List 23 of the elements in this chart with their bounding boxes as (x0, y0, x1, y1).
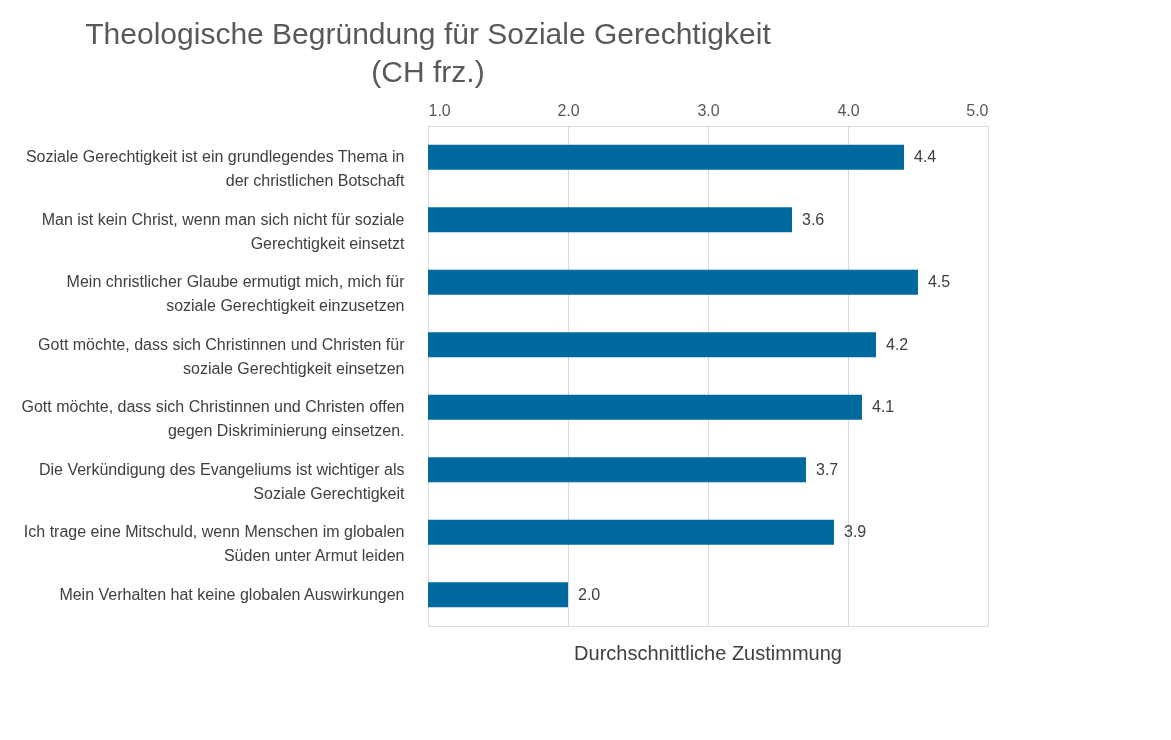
data-label: 2.0 (578, 585, 601, 603)
y-tick-label: Die Verkündigung des Evangeliums ist wichtiger als Soziale Gerechtigkeit (38, 460, 406, 502)
x-tick-label: 5.0 (966, 101, 989, 119)
data-label: 3.6 (802, 210, 825, 228)
data-label: 3.9 (844, 523, 867, 541)
x-tick-label: 4.0 (837, 101, 860, 119)
chart-title: Theologische Begründung für Soziale Gerechtigkeit (CH frz.) (85, 17, 772, 88)
x-axis-title: Durchschnittliche Zustimmung (574, 642, 842, 664)
y-tick-label: Man ist kein Christ, wenn man sich nicht für soziale Gerechtigkeit einsetzt (41, 210, 406, 252)
x-tick-label: 2.0 (557, 101, 580, 119)
y-tick-label: Ich trage eine Mitschuld, wenn Menschen im globalen Süden unter Armut leiden (23, 523, 405, 565)
x-tick-label: 1.0 (428, 101, 451, 119)
data-label: 4.4 (914, 148, 937, 166)
y-tick-label: Soziale Gerechtigkeit ist ein grundlegendes Thema in der christlichen Botschaft (25, 148, 406, 190)
x-tick-label: 3.0 (697, 101, 720, 119)
y-tick-label: Mein christlicher Glaube ermutigt mich, mich für soziale Gerechtigkeit einzusetzen (66, 273, 406, 315)
data-label: 4.1 (872, 398, 895, 416)
data-label: 3.7 (816, 460, 839, 478)
data-label: 4.5 (928, 273, 951, 291)
data-label: 4.2 (886, 335, 909, 353)
y-tick-label: Gott möchte, dass sich Christinnen und Christen offen gegen Diskriminierung einsetzen. (21, 398, 405, 440)
y-tick-label: Gott möchte, dass sich Christinnen und Christen für soziale Gerechtigkeit einsetzen (38, 335, 406, 377)
y-tick-label: Mein Verhalten hat keine globalen Auswirkungen (59, 585, 405, 603)
